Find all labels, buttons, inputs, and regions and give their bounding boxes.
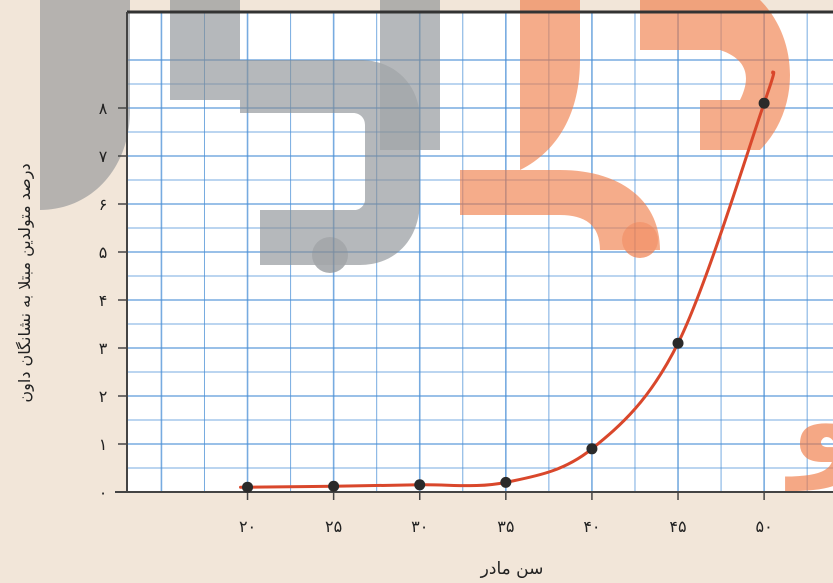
y-tick-label: ۱: [99, 435, 108, 454]
data-point: [414, 479, 426, 491]
y-tick-label: ۰: [99, 483, 108, 502]
x-tick-labels: ۲۰ ۲۵ ۳۰ ۳۵ ۴۰ ۴۵ ۵۰: [239, 517, 773, 536]
data-point: [328, 480, 340, 492]
x-tick-label: ۵۰: [756, 517, 773, 536]
data-points: [242, 97, 770, 493]
data-point: [500, 476, 512, 488]
y-tick-label: ۵: [99, 243, 108, 262]
x-tick-label: ۲۰: [239, 517, 256, 536]
x-tick-label: ۳۰: [411, 517, 428, 536]
y-tick-label: ۶: [99, 195, 108, 214]
y-axis-label: درصد متولدین مبتلا به نشانگان داون: [15, 163, 35, 402]
x-tick-label: ۴۰: [583, 517, 600, 536]
watermark-logo: [40, 0, 790, 273]
y-tick-label: ۸: [99, 99, 108, 118]
watermark-text: درسیرمو: [785, 352, 833, 491]
series-curve: [239, 70, 776, 489]
x-tick-label: ۳۵: [497, 517, 514, 536]
data-point: [242, 481, 254, 493]
data-point: [586, 443, 598, 455]
x-tick-label: ۲۵: [325, 517, 342, 536]
y-tick-label: ۷: [99, 147, 108, 166]
x-tick-label: ۴۵: [669, 517, 686, 536]
x-tick-marks: [246, 492, 765, 500]
y-tick-marks: [118, 107, 127, 493]
y-tick-labels: ۰ ۱ ۲ ۳ ۴ ۵ ۶ ۷ ۸: [99, 99, 108, 502]
data-point: [758, 97, 770, 109]
y-tick-label: ۳: [99, 339, 108, 358]
y-tick-label: ۲: [99, 387, 108, 406]
data-point: [672, 337, 684, 349]
x-axis-label: سن مادر: [480, 559, 544, 579]
y-tick-label: ۴: [99, 291, 108, 310]
